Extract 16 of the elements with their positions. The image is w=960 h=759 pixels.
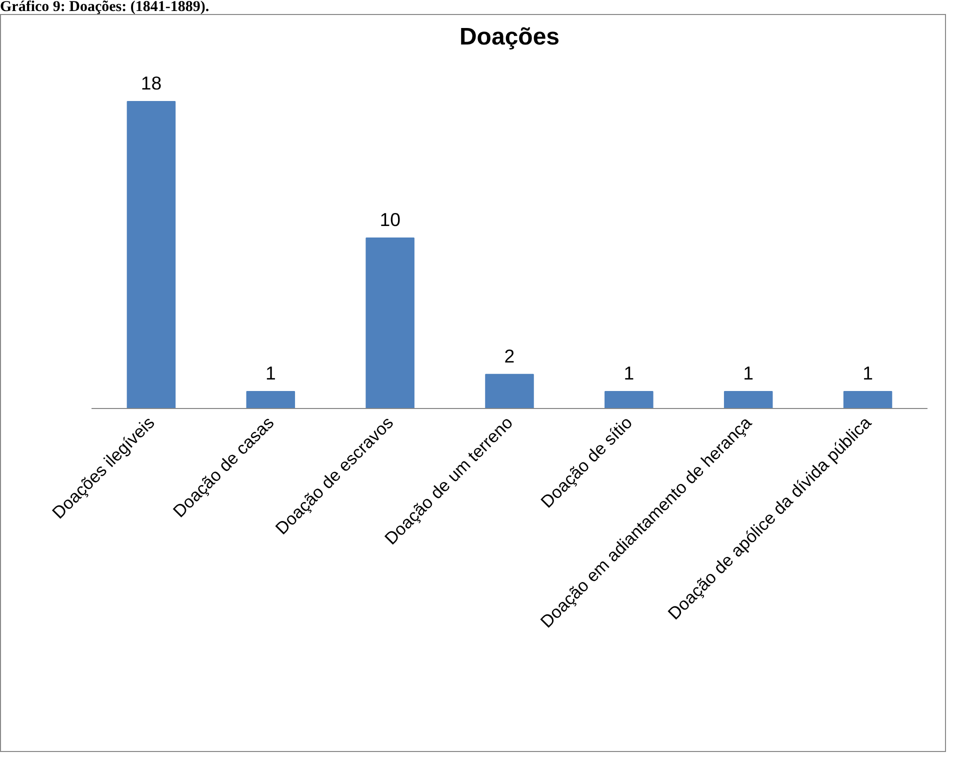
bar [366,237,414,408]
bar [246,390,296,408]
bar [485,374,534,408]
data-label: 1 [862,362,873,384]
bar [604,390,654,408]
text: Gráfico 9: Doações: (1841-1889). [0,0,210,15]
bar [843,390,892,408]
bar [126,101,176,408]
data-label: 1 [624,362,634,384]
bar [724,390,773,408]
chart-title: Doações [459,24,560,50]
data-label: 2 [504,345,515,366]
data-label: 1 [265,362,276,384]
data-label: 10 [380,208,400,230]
data-label: 1 [743,362,754,384]
data-label: 18 [140,72,162,94]
